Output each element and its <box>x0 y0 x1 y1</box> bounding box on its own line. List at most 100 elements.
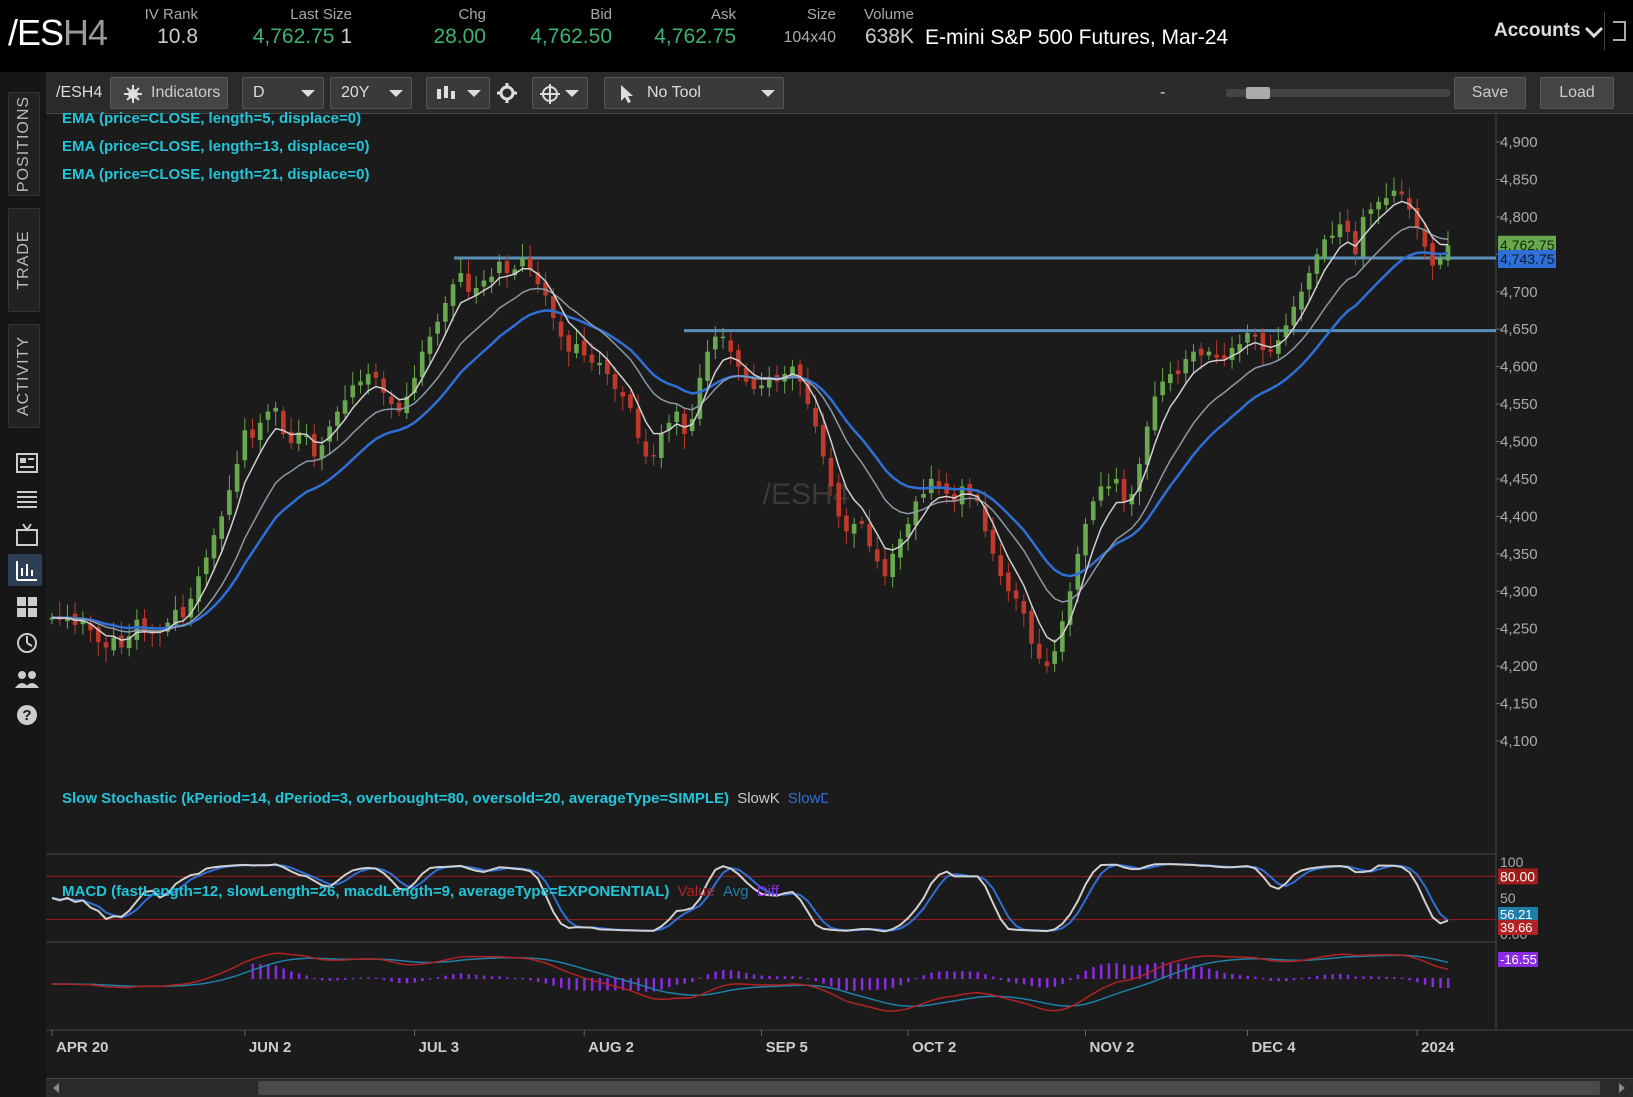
candle-body <box>759 385 764 389</box>
candle-body <box>1237 344 1243 352</box>
macd-diff-bar <box>1416 978 1419 983</box>
macd-diff-bar <box>791 976 794 979</box>
chevron-down-icon[interactable] <box>1582 22 1606 42</box>
symbol-title[interactable]: /ESH4 <box>8 12 108 54</box>
macd-value-line <box>51 952 1449 1012</box>
candle-body <box>736 350 741 367</box>
price-chart[interactable]: /ESH4 4,100 4,150 4,200 4,250 4,300 4,350 4,40… <box>46 72 1633 1078</box>
candle-body <box>203 557 209 575</box>
stoch-study-label[interactable]: Slow Stochastic (kPeriod=14, dPeriod=3, … <box>62 790 828 807</box>
analyze-icon[interactable] <box>14 630 40 656</box>
symbol-field[interactable]: /ESH4 <box>56 84 103 101</box>
candle-body <box>88 623 93 631</box>
tab-positions-label: POSITIONS <box>15 95 32 193</box>
tab-trade[interactable]: TRADE <box>8 208 40 312</box>
tab-positions[interactable]: POSITIONS <box>8 92 40 196</box>
candle-body <box>975 494 980 502</box>
chart-scrollbar[interactable] <box>46 1078 1633 1097</box>
tv-icon[interactable] <box>14 522 40 548</box>
candle-body <box>412 377 417 393</box>
macd-diff-bar <box>1331 974 1334 979</box>
macd-diff-bar <box>1238 975 1242 979</box>
candle-body <box>1291 306 1297 326</box>
macd-diff-bar <box>1053 978 1057 987</box>
candle-body <box>1206 351 1212 356</box>
save-button[interactable]: Save <box>1454 77 1526 109</box>
gear-icon[interactable] <box>496 82 518 104</box>
quote-header: /ESH4 IV Rank 10.8 Last Size 4,762.75 1 … <box>0 0 1633 72</box>
ask: Ask 4,762.75 <box>644 6 736 49</box>
macd-study-label[interactable]: MACD (fastLength=12, slowLength=26, macd… <box>62 883 779 900</box>
drawing-set-icon <box>540 84 560 104</box>
tool-select[interactable]: No Tool <box>604 77 784 109</box>
macd-diff-bar <box>698 977 702 979</box>
candle-body <box>936 481 942 487</box>
ema13-study-label[interactable]: EMA (price=CLOSE, length=13, displace=0) <box>62 138 370 155</box>
candle-body <box>1106 486 1111 489</box>
tab-activity[interactable]: ACTIVITY <box>8 324 40 428</box>
candle-body <box>435 321 440 334</box>
timeframe-select[interactable]: 20Y <box>330 77 412 109</box>
date-label: SEP 5 <box>766 1039 808 1056</box>
macd-diff-bar <box>1261 978 1265 980</box>
list-icon[interactable] <box>14 486 40 512</box>
macd-diff-bar <box>1092 967 1095 979</box>
macd-diff-bar <box>1045 978 1049 988</box>
community-icon[interactable] <box>14 666 40 692</box>
grid-icon[interactable] <box>14 594 40 620</box>
macd-diff-bar <box>621 978 625 991</box>
candle-body <box>635 408 641 438</box>
macd-diff-bar <box>1076 974 1080 979</box>
candle-body <box>227 490 232 515</box>
indicators-button[interactable]: Indicators <box>110 77 228 109</box>
help-icon[interactable]: ? <box>14 702 40 728</box>
macd-diff-bar <box>1215 970 1219 979</box>
macd-diff-bar <box>1184 964 1188 979</box>
stoch-level-label: 80.00 <box>1500 868 1535 884</box>
candle-body <box>304 435 309 438</box>
bid-label: Bid <box>590 6 612 23</box>
candle-body <box>234 463 240 492</box>
news-icon[interactable] <box>14 450 40 476</box>
candle-body <box>898 538 903 558</box>
scroll-right-icon[interactable] <box>1616 1082 1628 1094</box>
accounts-panel-toggle[interactable] <box>1604 12 1633 50</box>
chart-style-select[interactable] <box>426 77 490 109</box>
macd-diff-bar <box>259 964 262 979</box>
aggregation-select[interactable]: D <box>242 77 324 109</box>
candle-body <box>566 335 572 352</box>
candle-body <box>1021 600 1027 614</box>
load-button[interactable]: Load <box>1540 77 1614 109</box>
scroll-left-icon[interactable] <box>50 1082 62 1094</box>
chg-label: Chg <box>458 6 486 23</box>
ema21-price-label: 4,743.75 <box>1500 251 1555 267</box>
macd-diff-bar <box>506 977 509 979</box>
zoom-out-button[interactable]: - <box>1160 84 1166 101</box>
candle-body <box>1090 501 1096 521</box>
candle-body <box>311 434 317 457</box>
candle-body <box>1137 463 1142 492</box>
macd-diff-bar <box>475 974 478 979</box>
candle-body <box>95 627 101 643</box>
chevron-down-icon <box>389 90 403 97</box>
candle-body <box>1083 523 1088 556</box>
zoom-slider[interactable] <box>1226 89 1450 97</box>
zoom-slider-thumb[interactable] <box>1246 87 1270 99</box>
candle-body <box>103 642 109 648</box>
macd-diff-bar <box>320 978 324 981</box>
candle-body <box>836 482 842 517</box>
macd-diff-bar <box>991 976 995 979</box>
price-tick-label: 4,450 <box>1500 471 1538 488</box>
drawing-set-select[interactable] <box>532 77 588 109</box>
accounts-button[interactable]: Accounts <box>1494 20 1581 41</box>
macd-diff-bar <box>1161 962 1165 979</box>
ema21-study-label[interactable]: EMA (price=CLOSE, length=21, displace=0) <box>62 166 370 183</box>
macd-readout: 39.66 <box>1500 920 1533 935</box>
date-label: JUL 3 <box>418 1039 459 1056</box>
scrollbar-thumb[interactable] <box>258 1081 1600 1095</box>
chart-icon[interactable] <box>14 558 40 584</box>
macd-diff-bar <box>274 965 278 979</box>
ema5-study-label[interactable]: EMA (price=CLOSE, length=5, displace=0) <box>62 110 362 127</box>
candle-body <box>1337 224 1343 238</box>
chg-value: 28.00 <box>433 25 486 48</box>
